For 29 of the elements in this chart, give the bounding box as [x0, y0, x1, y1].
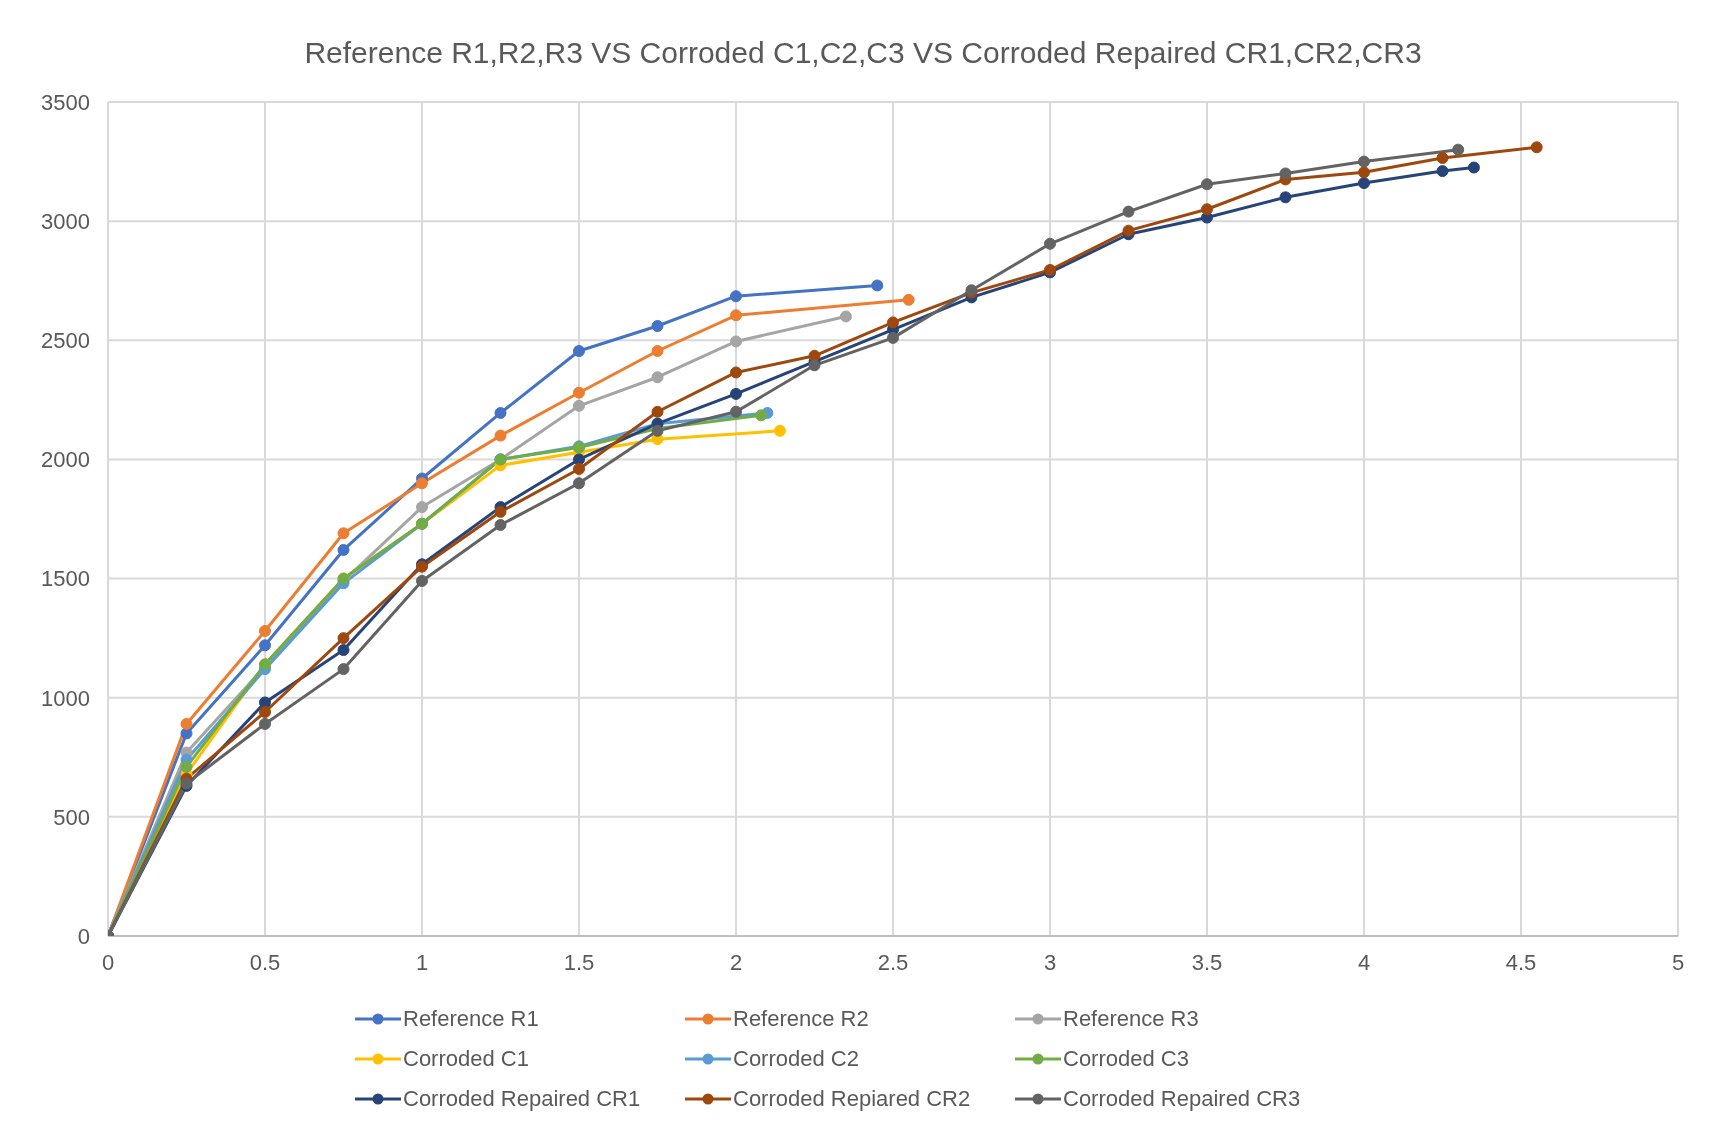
legend-label: Reference R3	[1063, 1006, 1199, 1032]
y-tick-label: 2500	[41, 328, 90, 354]
y-tick-label: 1500	[41, 566, 90, 592]
x-tick-label: 5	[1671, 949, 1685, 975]
y-tick-label: 0	[77, 923, 90, 949]
legend-label: Reference R2	[733, 1006, 869, 1032]
legend-label: Corroded C1	[403, 1046, 529, 1072]
legend-label: Corroded Repaired CR1	[403, 1086, 641, 1112]
y-tick-label: 500	[53, 804, 90, 830]
legend-label: Corroded Repiared CR2	[733, 1086, 971, 1112]
x-tick-label: 1.5	[563, 949, 595, 975]
x-tick-label: 4	[1357, 949, 1371, 975]
legend-label: Corroded Repaired CR3	[1063, 1086, 1301, 1112]
x-tick-label: 2	[729, 949, 743, 975]
y-tick-label: 3000	[41, 208, 90, 234]
chart-title: Reference R1,R2,R3 VS Corroded C1,C2,C3 VS Corroded Repaired CR1,CR2,CR3	[303, 35, 1423, 71]
legend-label: Corroded C2	[733, 1046, 859, 1072]
x-tick-label: 3	[1043, 949, 1057, 975]
x-tick-label: 4.5	[1505, 949, 1537, 975]
x-tick-label: 0	[101, 949, 115, 975]
x-tick-label: 1	[415, 949, 429, 975]
x-tick-label: 3.5	[1191, 949, 1223, 975]
x-tick-label: 0.5	[249, 949, 281, 975]
y-tick-label: 1000	[41, 685, 90, 711]
y-tick-label: 2000	[41, 447, 90, 473]
legend-label: Corroded C3	[1063, 1046, 1189, 1072]
x-tick-label: 2.5	[877, 949, 909, 975]
legend-label: Reference R1	[403, 1006, 539, 1032]
y-tick-label: 3500	[41, 89, 90, 115]
